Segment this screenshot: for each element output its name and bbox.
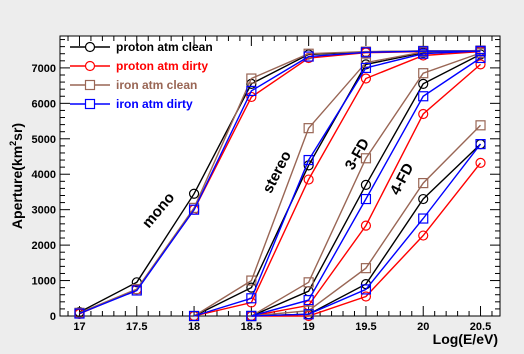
x-tick-label: 17.5 xyxy=(126,321,147,333)
series-line-iron-atm-dirty xyxy=(251,57,481,317)
data-point-proton-atm-dirty xyxy=(360,220,372,231)
y-axis-title-superscript: 2 xyxy=(8,141,18,146)
data-point-iron-atm-clean xyxy=(360,153,372,164)
x-axis: 17 17.5 18 18.5 19 19.5 20 20.5 xyxy=(67,36,493,333)
data-point-iron-atm-dirty xyxy=(360,62,372,73)
legend-marker xyxy=(84,98,96,110)
data-point-iron-atm-clean xyxy=(303,123,314,134)
series-line-proton-atm-dirty xyxy=(251,162,482,317)
series-curves xyxy=(74,45,486,322)
y-axis: 0 1000 2000 3000 4000 5000 6000 7000 xyxy=(32,39,500,323)
data-point-iron-atm-dirty xyxy=(303,294,314,306)
data-point-iron-atm-dirty xyxy=(303,154,314,166)
data-point-iron-atm-clean xyxy=(246,275,257,286)
data-point-iron-atm-dirty xyxy=(360,284,372,295)
data-point-proton-atm-dirty xyxy=(418,230,429,241)
data-point-proton-atm-clean xyxy=(418,193,429,205)
data-point-proton-atm-clean xyxy=(188,188,200,199)
data-point-proton-atm-clean xyxy=(360,179,372,190)
data-point-iron-atm-clean xyxy=(246,73,257,84)
data-point-proton-atm-dirty xyxy=(360,73,372,84)
series-line-proton-atm-clean xyxy=(251,53,481,317)
x-tick-label: 20 xyxy=(417,321,429,333)
y-tick-label: 7000 xyxy=(32,63,56,75)
x-tick-label: 19 xyxy=(303,321,315,333)
data-point-iron-atm-dirty xyxy=(475,45,486,56)
y-tick-label: 3000 xyxy=(32,205,56,217)
data-point-iron-atm-dirty xyxy=(188,310,200,322)
data-point-proton-atm-dirty xyxy=(475,157,486,168)
y-tick-label: 6000 xyxy=(32,98,56,110)
x-axis-title: Log(E/eV) xyxy=(433,331,498,347)
data-point-iron-atm-dirty xyxy=(360,193,372,205)
series-line-iron-atm-dirty xyxy=(79,50,481,315)
x-tick-label: 19.5 xyxy=(355,321,376,333)
legend-label: iron atm clean xyxy=(116,78,197,92)
legend-marker xyxy=(84,41,96,53)
legend-label: proton atm clean xyxy=(116,40,213,54)
data-point-iron-atm-dirty xyxy=(246,85,257,97)
data-point-iron-atm-dirty xyxy=(246,310,257,322)
series-line-iron-atm-dirty xyxy=(251,143,482,317)
data-point-iron-atm-dirty xyxy=(188,204,200,215)
x-tick-label: 18 xyxy=(188,321,200,333)
y-axis-title: Aperture(km2sr) xyxy=(8,123,25,229)
data-point-proton-atm-dirty xyxy=(475,59,486,70)
legend-label: proton atm dirty xyxy=(116,59,208,73)
data-point-proton-atm-dirty xyxy=(418,108,429,120)
legend-label: iron atm dirty xyxy=(116,97,193,111)
data-point-proton-atm-dirty xyxy=(303,174,314,185)
series-line-proton-atm-dirty xyxy=(193,50,481,317)
y-axis-title-main: Aperture(km xyxy=(9,146,25,229)
y-tick-label: 5000 xyxy=(32,134,56,146)
data-point-iron-atm-dirty xyxy=(246,293,257,304)
legend: proton atm clean proton atm dirty iron atm… xyxy=(70,40,213,111)
data-point-iron-atm-dirty xyxy=(475,139,486,150)
data-point-iron-atm-clean xyxy=(418,177,429,189)
data-point-iron-atm-dirty xyxy=(303,309,314,320)
y-tick-label: 2000 xyxy=(32,240,56,252)
data-point-iron-atm-dirty xyxy=(131,285,142,296)
x-tick-label: 20.5 xyxy=(470,321,491,333)
data-point-iron-atm-dirty xyxy=(418,213,429,224)
data-point-proton-atm-dirty xyxy=(360,291,372,302)
y-tick-label: 4000 xyxy=(32,169,56,181)
legend-marker xyxy=(84,79,96,91)
data-point-iron-atm-clean xyxy=(360,263,372,274)
series-line-iron-atm-dirty xyxy=(193,50,481,317)
data-point-iron-atm-clean xyxy=(360,57,372,68)
x-tick-label: 17 xyxy=(73,321,85,333)
data-point-iron-atm-dirty xyxy=(418,91,429,102)
legend-marker xyxy=(84,60,96,72)
y-tick-label: 0 xyxy=(50,311,56,323)
data-point-iron-atm-clean xyxy=(418,68,429,79)
y-tick-label: 1000 xyxy=(32,276,56,288)
data-point-iron-atm-clean xyxy=(475,120,486,131)
data-point-proton-atm-clean xyxy=(418,78,429,89)
y-axis-title-tail: sr) xyxy=(9,123,25,141)
series-line-proton-atm-dirty xyxy=(251,63,481,317)
data-point-iron-atm-dirty xyxy=(74,308,85,319)
series-line-iron-atm-clean xyxy=(251,52,481,317)
x-tick-label: 18.5 xyxy=(241,321,262,333)
data-point-iron-atm-dirty xyxy=(303,51,314,62)
series-line-iron-atm-clean xyxy=(251,124,481,317)
data-point-iron-atm-dirty xyxy=(475,52,486,64)
data-point-iron-atm-dirty xyxy=(418,48,429,59)
data-point-iron-atm-clean xyxy=(303,277,314,288)
data-point-iron-atm-dirty xyxy=(360,47,372,58)
